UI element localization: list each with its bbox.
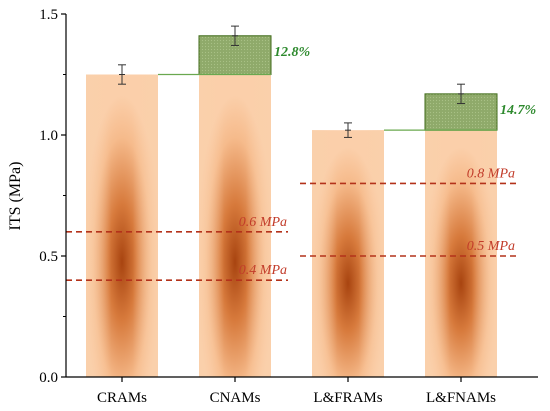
y-tick-label: 0.0 [39, 370, 58, 386]
y-tick-label: 0.5 [39, 249, 58, 265]
bar-shading [425, 130, 497, 377]
x-tick-label: CRAMs [97, 390, 147, 406]
x-tick-label: CNAMs [210, 390, 261, 406]
threshold-label: 0.8 MPa [467, 166, 515, 181]
bar-shading [199, 74, 271, 377]
bar-shading [312, 130, 384, 377]
axis-layer: 0.0 0.5 1.0 1.5 CRAMs CNAMs L&FRAMs L&FNAMs [39, 7, 538, 406]
y-axis-label: ITS (MPa) [7, 162, 24, 231]
x-tick-label: L&FNAMs [426, 390, 496, 406]
threshold-layer: 0.6 MPa 0.4 MPa 0.8 MPa 0.5 MPa [66, 166, 516, 282]
increment-label: 14.7% [500, 103, 536, 118]
increment-label: 12.8% [274, 45, 310, 60]
y-tick-label: 1.5 [39, 7, 58, 23]
x-tick-label: L&FRAMs [313, 390, 382, 406]
threshold-label: 0.5 MPa [467, 239, 515, 254]
bar-shading [86, 74, 158, 377]
y-tick-label: 1.0 [39, 128, 58, 144]
bars-layer: 12.8% 14.7% [86, 25, 536, 377]
threshold-label: 0.6 MPa [239, 215, 287, 230]
threshold-label: 0.4 MPa [239, 263, 287, 278]
increment-bar [198, 35, 272, 75]
